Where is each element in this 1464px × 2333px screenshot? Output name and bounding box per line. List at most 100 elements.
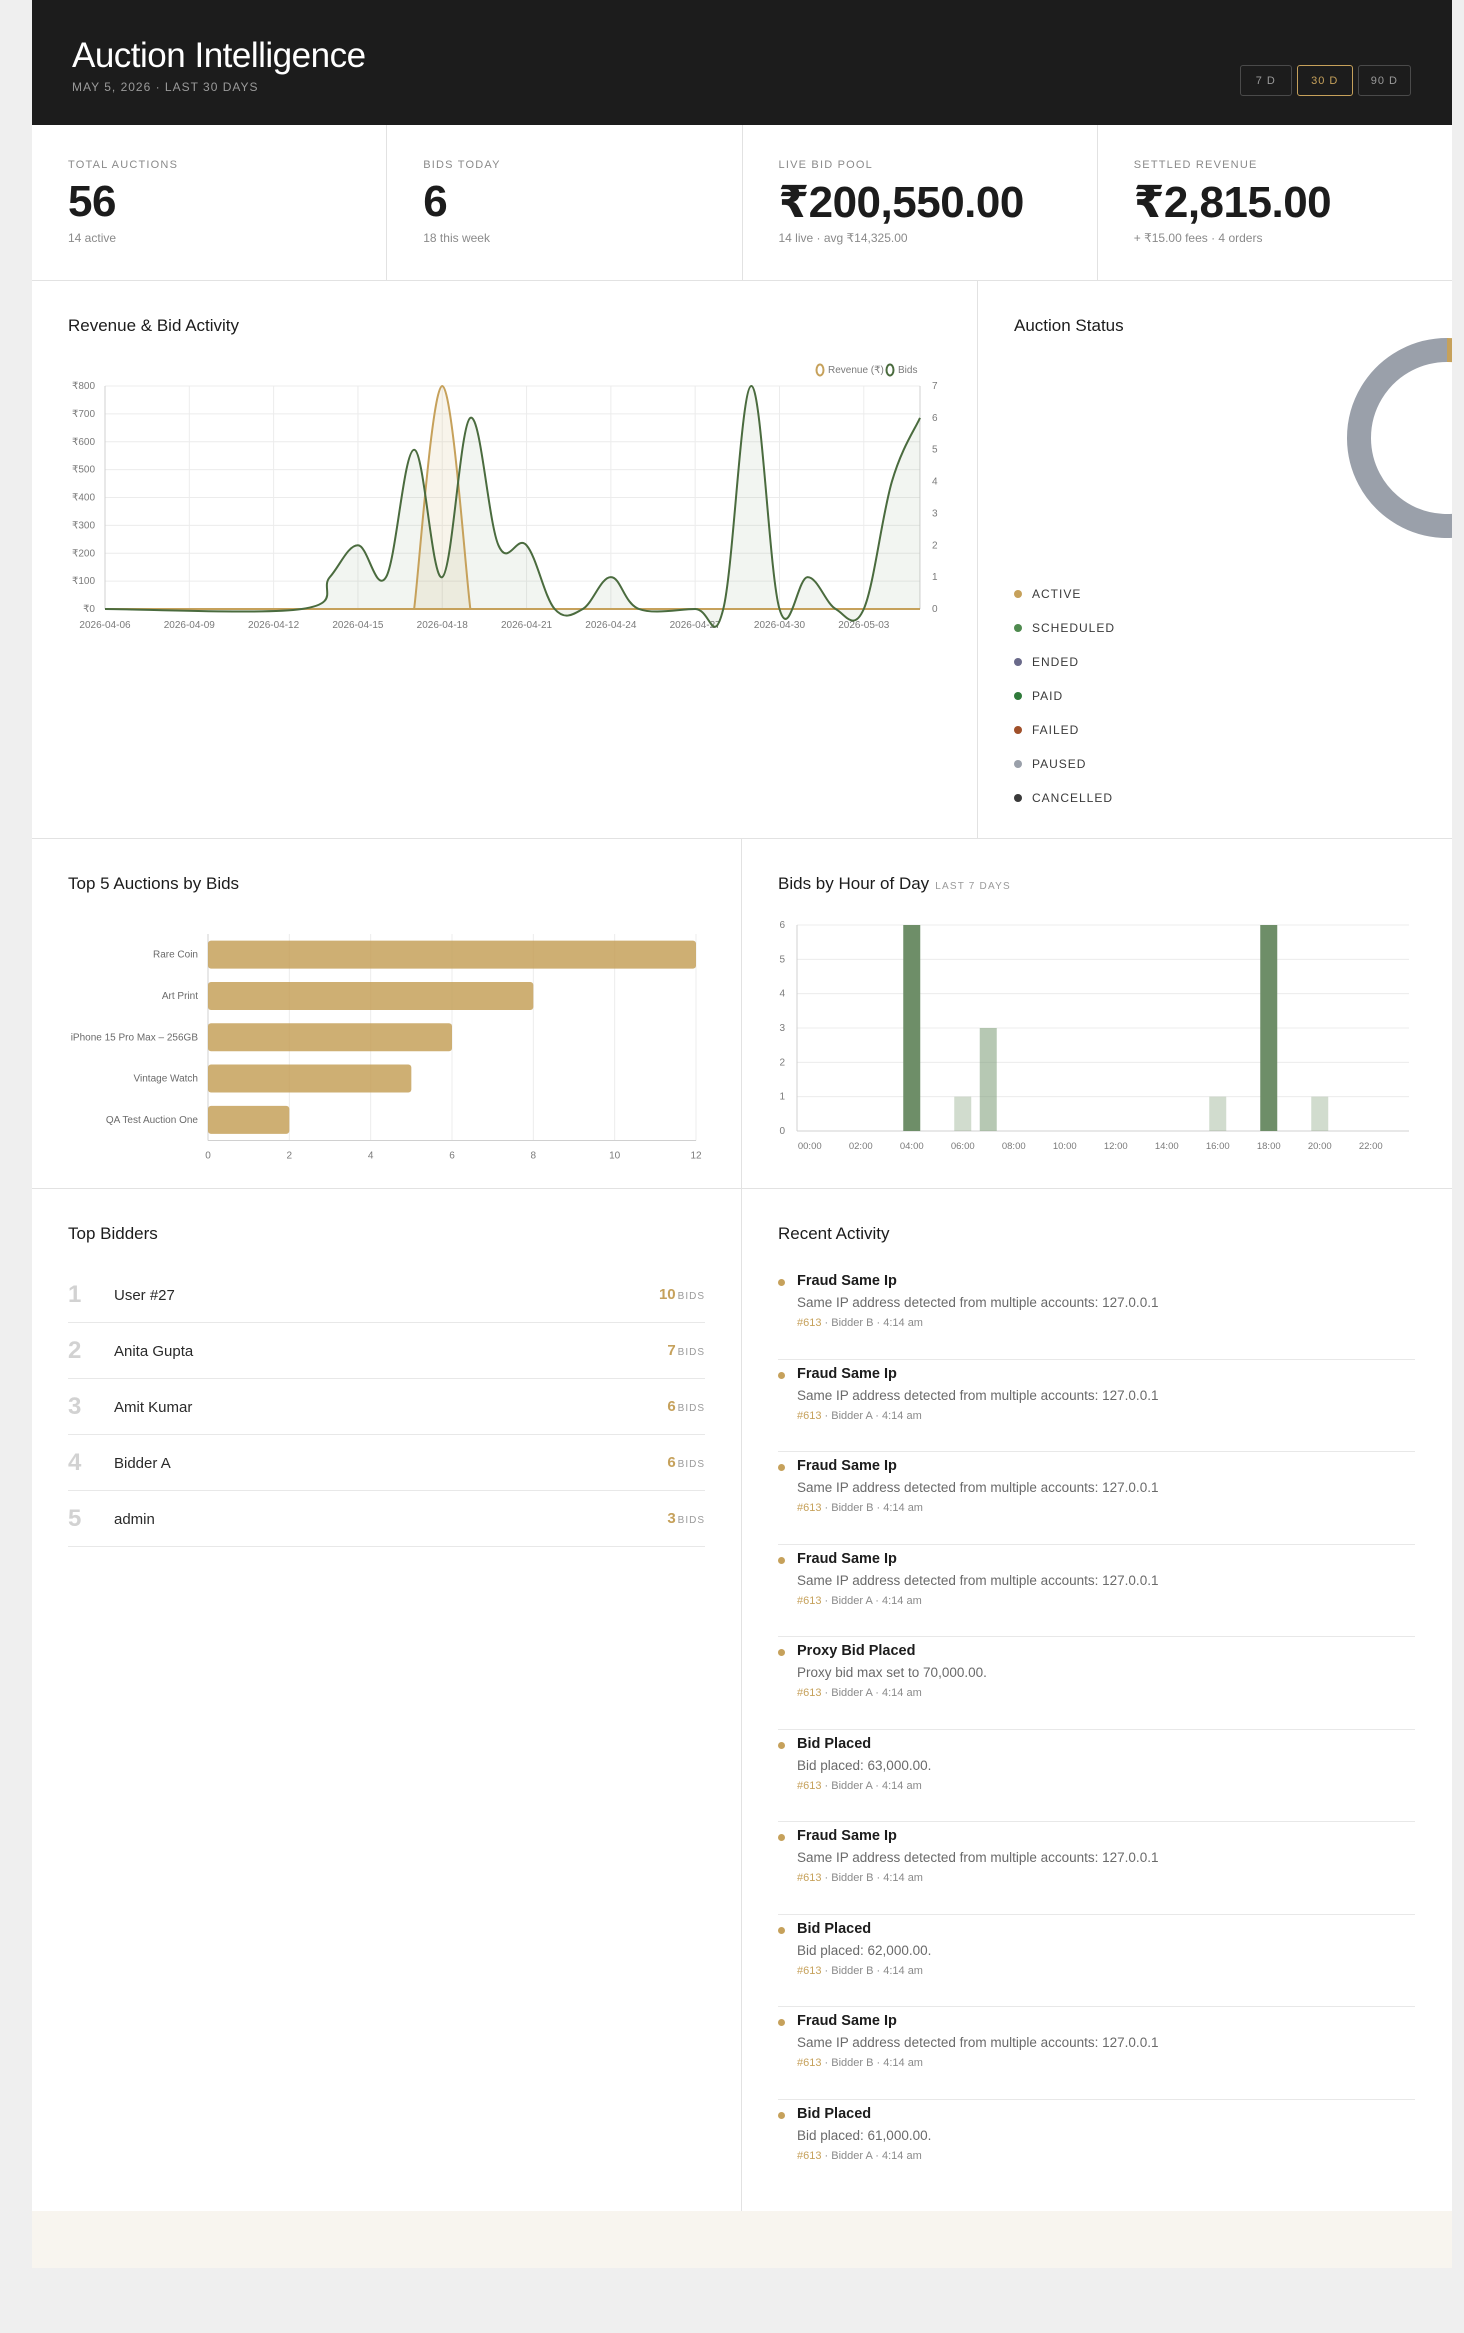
x-tick-label: 00:00	[798, 1141, 822, 1152]
status-legend-item: SCHEDULED	[1014, 611, 1115, 645]
bidder-rank: 4	[68, 1449, 82, 1476]
category-label: Rare Coin	[153, 950, 198, 961]
activity-item[interactable]: Fraud Same Ip Same IP address detected fr…	[778, 1822, 1415, 1915]
dashboard: Auction Intelligence MAY 5, 2026 · LAST …	[32, 0, 1452, 2268]
activity-meta: #613 · Bidder A · 4:14 am	[797, 1687, 922, 1699]
activity-meta: #613 · Bidder B · 4:14 am	[797, 1872, 923, 1884]
activity-item[interactable]: Bid Placed Bid placed: 61,000.00. #613 · B…	[778, 2100, 1415, 2192]
page-subtitle: MAY 5, 2026 · LAST 30 DAYS	[72, 80, 259, 94]
activity-ref-link[interactable]: #613	[797, 1409, 822, 1422]
legend-bids-icon	[885, 363, 895, 377]
bidder-name: Bidder A	[114, 1455, 171, 1472]
status-legend-item: CANCELLED	[1014, 781, 1115, 815]
bidder-rank: 3	[68, 1393, 82, 1420]
activity-description: Bid placed: 62,000.00.	[797, 1942, 932, 1958]
activity-ref-link[interactable]: #613	[797, 1964, 822, 1977]
hour-bar-04:00	[903, 925, 921, 1131]
y-left-tick-label: ₹600	[72, 437, 95, 448]
divider	[741, 839, 742, 2211]
status-label: PAID	[1032, 689, 1064, 703]
activity-ref-link[interactable]: #613	[797, 1317, 822, 1329]
y-left-tick-label: ₹200	[72, 548, 95, 559]
y-right-tick-label: 1	[932, 572, 938, 583]
bidder-count-value: 3	[667, 1510, 676, 1527]
status-dot-icon	[1014, 726, 1022, 734]
activity-meta: #613 · Bidder B · 4:14 am	[797, 1317, 923, 1329]
status-legend: ACTIVE SCHEDULED ENDED PAID FAILED PAUSED CANC…	[1014, 577, 1115, 815]
bidder-count-value: 7	[667, 1342, 676, 1359]
activity-meta-text: · Bidder A · 4:14 am	[821, 2149, 922, 2162]
bidder-row[interactable]: 3 Amit Kumar 6 BIDS	[68, 1379, 705, 1435]
x-tick-label: 16:00	[1206, 1141, 1230, 1152]
activity-dot-icon	[778, 1464, 785, 1471]
y-right-tick-label: 4	[932, 477, 938, 488]
x-tick-label: 4	[368, 1151, 374, 1162]
status-legend-item: PAID	[1014, 679, 1115, 713]
kpi-value: 56	[68, 177, 116, 226]
status-legend-item: PAUSED	[1014, 747, 1115, 781]
y-tick-label: 0	[779, 1126, 785, 1137]
activity-title: Bid Placed	[797, 1735, 872, 1752]
bidder-count: 6 BIDS	[667, 1398, 705, 1415]
activity-meta: #613 · Bidder A · 4:14 am	[797, 1780, 922, 1792]
kpi-live-bid-pool: LIVE BID POOL ₹200,550.00 14 live · avg …	[743, 125, 1098, 280]
kpi-note: + ₹15.00 fees · 4 orders	[1133, 231, 1263, 245]
panel-title: Recent Activity	[778, 1224, 890, 1243]
activity-ref-link[interactable]: #613	[797, 2057, 822, 2069]
y-right-tick-label: 2	[932, 540, 938, 551]
activity-item[interactable]: Bid Placed Bid placed: 63,000.00. #613 · B…	[778, 1730, 1415, 1822]
x-tick-label: 2026-04-21	[501, 620, 553, 631]
y-left-tick-label: ₹300	[72, 520, 95, 531]
activity-ref-link[interactable]: #613	[797, 1594, 822, 1607]
y-left-tick-label: ₹400	[72, 493, 95, 504]
x-tick-label: 2	[287, 1151, 293, 1162]
activity-ref-link[interactable]: #613	[797, 1872, 822, 1884]
range-90d-button[interactable]: 90 D	[1357, 65, 1411, 96]
activity-description: Same IP address detected from multiple a…	[797, 1572, 1159, 1588]
activity-item[interactable]: Fraud Same Ip Same IP address detected fr…	[778, 2007, 1415, 2100]
activity-item[interactable]: Bid Placed Bid placed: 62,000.00. #613 · B…	[778, 1915, 1415, 2007]
activity-item[interactable]: Proxy Bid Placed Proxy bid max set to 70,…	[778, 1637, 1415, 1730]
bids-area	[105, 386, 920, 627]
panel-tag: LAST 7 DAYS	[935, 881, 1011, 892]
x-tick-label: 12	[690, 1151, 702, 1162]
activity-item[interactable]: Fraud Same Ip Same IP address detected fr…	[778, 1360, 1415, 1452]
range-7d-button[interactable]: 7 D	[1239, 65, 1292, 96]
activity-ref-link[interactable]: #613	[797, 1779, 822, 1792]
x-tick-label: 04:00	[900, 1141, 924, 1152]
page-title: Auction Intelligence	[72, 36, 366, 75]
kpi-bids-today: BIDS TODAY 6 18 this week	[387, 125, 743, 280]
kpi-value: ₹200,550.00	[778, 178, 1025, 227]
bidder-count-value: 6	[667, 1454, 676, 1471]
activity-item[interactable]: Fraud Same Ip Same IP address detected fr…	[778, 1545, 1415, 1637]
activity-item[interactable]: Fraud Same Ip Same IP address detected fr…	[778, 1267, 1415, 1360]
x-tick-label: 02:00	[849, 1141, 873, 1152]
activity-item[interactable]: Fraud Same Ip Same IP address detected fr…	[778, 1452, 1415, 1545]
bidder-row[interactable]: 2 Anita Gupta 7 BIDS	[68, 1323, 705, 1379]
kpi-settled-revenue: SETTLED REVENUE ₹2,815.00 + ₹15.00 fees …	[1098, 125, 1452, 280]
bidder-rank: 5	[68, 1505, 82, 1532]
bidder-row[interactable]: 5 admin 3 BIDS	[68, 1491, 705, 1547]
activity-ref-link[interactable]: #613	[797, 2149, 822, 2162]
revenue-bids-chart: ₹0 ₹100 ₹200 ₹300 ₹400 ₹500 ₹600 ₹700 ₹800 0 1 2 3 4 5…	[72, 363, 938, 631]
status-label: SCHEDULED	[1032, 621, 1116, 635]
x-tick-label: 2026-04-24	[585, 620, 637, 631]
range-30d-button[interactable]: 30 D	[1296, 65, 1353, 96]
y-tick-label: 3	[779, 1023, 785, 1034]
activity-dot-icon	[778, 2019, 785, 2026]
x-tick-label: 2026-04-12	[248, 620, 300, 631]
status-label: ACTIVE	[1032, 587, 1082, 601]
activity-meta-text: · Bidder B · 4:14 am	[821, 1502, 923, 1514]
activity-dot-icon	[778, 1834, 785, 1841]
bidder-row[interactable]: 1 User #27 10 BIDS	[68, 1267, 705, 1323]
activity-meta-text: · Bidder A · 4:14 am	[821, 1779, 922, 1792]
bidder-row[interactable]: 4 Bidder A 6 BIDS	[68, 1435, 705, 1491]
status-label: FAILED	[1032, 723, 1080, 737]
kpi-label: SETTLED REVENUE	[1133, 159, 1258, 171]
activity-ref-link[interactable]: #613	[797, 1502, 822, 1514]
activity-dot-icon	[778, 2111, 785, 2119]
bidder-count-value: 10	[658, 1286, 676, 1303]
x-tick-label: 2026-04-06	[79, 620, 131, 631]
activity-ref-link[interactable]: #613	[797, 1687, 822, 1699]
x-tick-label: 22:00	[1359, 1141, 1383, 1152]
